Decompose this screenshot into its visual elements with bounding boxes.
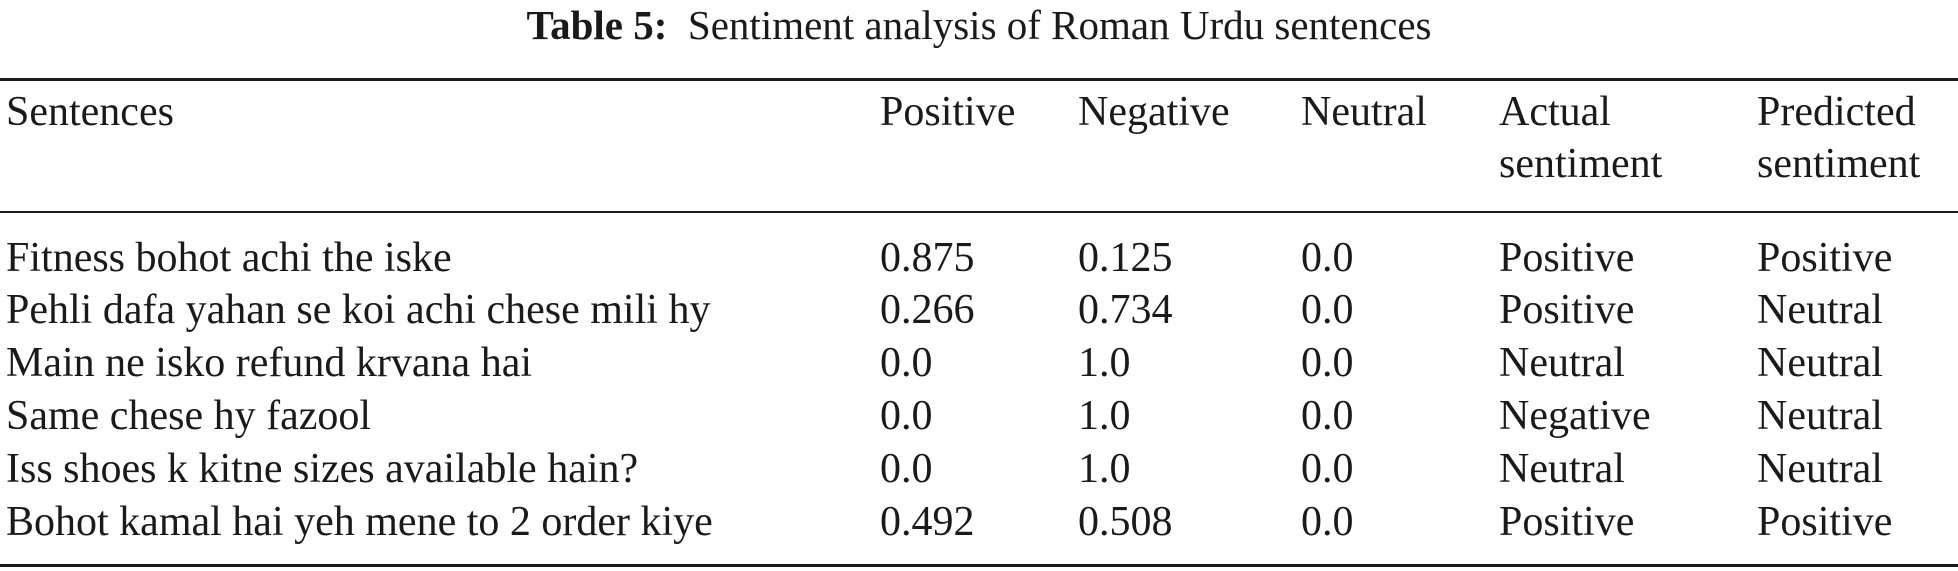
header-actual-sentiment: Actual sentiment xyxy=(1499,86,1662,190)
cell-positive: 0.266 xyxy=(880,287,975,333)
cell-neutral: 0.0 xyxy=(1301,340,1354,386)
header-sentences-label: Sentences xyxy=(6,89,174,135)
cell-predicted: Neutral xyxy=(1757,340,1883,386)
cell-neutral: 0.0 xyxy=(1301,287,1354,333)
cell-predicted: Neutral xyxy=(1757,393,1883,439)
header-sentences: Sentences xyxy=(6,86,174,138)
header-neutral-label: Neutral xyxy=(1301,89,1427,135)
cell-predicted: Neutral xyxy=(1757,287,1883,333)
header-actual-line1: Actual xyxy=(1499,89,1611,135)
cell-neutral: 0.0 xyxy=(1301,393,1354,439)
cell-positive: 0.0 xyxy=(880,446,933,492)
cell-actual: Neutral xyxy=(1499,340,1625,386)
cell-neutral: 0.0 xyxy=(1301,499,1354,545)
cell-sentence: Bohot kamal hai yeh mene to 2 order kiye xyxy=(6,499,713,545)
header-neutral: Neutral xyxy=(1301,86,1427,138)
cell-negative: 0.734 xyxy=(1078,287,1173,333)
header-negative: Negative xyxy=(1078,86,1230,138)
cell-actual: Positive xyxy=(1499,287,1635,333)
cell-negative: 1.0 xyxy=(1078,393,1131,439)
cell-sentence: Fitness bohot achi the iske xyxy=(6,235,452,281)
cell-neutral: 0.0 xyxy=(1301,235,1354,281)
cell-predicted: Neutral xyxy=(1757,446,1883,492)
cell-positive: 0.875 xyxy=(880,235,975,281)
table-bottom-rule xyxy=(0,564,1958,567)
cell-actual: Negative xyxy=(1499,393,1651,439)
cell-negative: 0.125 xyxy=(1078,235,1173,281)
table-caption: Table 5: Sentiment analysis of Roman Urd… xyxy=(0,0,1958,48)
header-predicted-sentiment: Predicted sentiment xyxy=(1757,86,1920,190)
header-positive-label: Positive xyxy=(880,89,1016,135)
header-actual-line2: sentiment xyxy=(1499,141,1663,187)
cell-actual: Neutral xyxy=(1499,446,1625,492)
cell-sentence: Iss shoes k kitne sizes available hain? xyxy=(6,446,639,492)
header-predicted-line1: Predicted xyxy=(1757,89,1916,135)
header-positive: Positive xyxy=(880,86,1015,138)
cell-negative: 0.508 xyxy=(1078,499,1173,545)
cell-positive: 0.0 xyxy=(880,393,933,439)
table-caption-text: Sentiment analysis of Roman Urdu sentenc… xyxy=(687,2,1432,48)
header-negative-label: Negative xyxy=(1078,89,1230,135)
header-predicted-line2: sentiment xyxy=(1757,141,1921,187)
cell-actual: Positive xyxy=(1499,235,1635,281)
cell-actual: Positive xyxy=(1499,499,1635,545)
cell-predicted: Positive xyxy=(1757,235,1893,281)
cell-negative: 1.0 xyxy=(1078,340,1131,386)
cell-positive: 0.492 xyxy=(880,499,975,545)
cell-sentence: Pehli dafa yahan se koi achi chese mili … xyxy=(6,287,711,333)
table-caption-label: Table 5: xyxy=(526,2,668,48)
cell-sentence: Same chese hy fazool xyxy=(6,393,372,439)
cell-sentence: Main ne isko refund krvana hai xyxy=(6,340,533,386)
table-top-rule xyxy=(0,78,1958,81)
cell-negative: 1.0 xyxy=(1078,446,1131,492)
cell-positive: 0.0 xyxy=(880,340,933,386)
cell-neutral: 0.0 xyxy=(1301,446,1354,492)
table-header-rule xyxy=(0,211,1958,213)
cell-predicted: Positive xyxy=(1757,499,1893,545)
